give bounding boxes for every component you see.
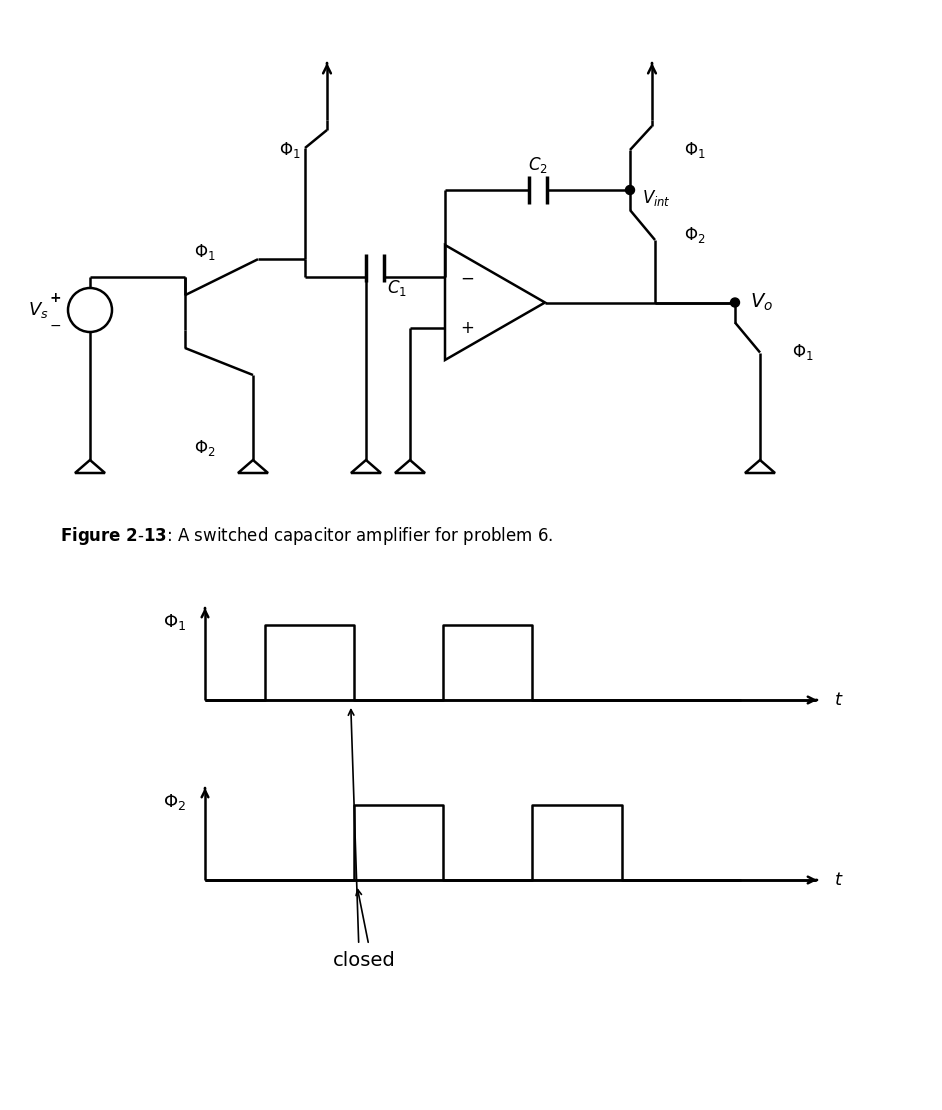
Text: t: t	[835, 871, 841, 889]
Text: $\Phi_1$: $\Phi_1$	[684, 140, 706, 160]
Circle shape	[625, 185, 635, 194]
Text: $\Phi_1$: $\Phi_1$	[163, 612, 187, 632]
Text: +: +	[49, 291, 61, 305]
Text: $+$: $+$	[460, 319, 474, 336]
Text: closed: closed	[333, 950, 395, 969]
Text: $V_o$: $V_o$	[750, 292, 773, 313]
Text: $V_{int}$: $V_{int}$	[642, 188, 671, 208]
Text: $C_1$: $C_1$	[387, 279, 407, 299]
Text: $\mathbf{Figure\ 2\text{-}13}$: A switched capacitor amplifier for problem 6.: $\mathbf{Figure\ 2\text{-}13}$: A switch…	[60, 525, 553, 547]
Text: $\Phi_1$: $\Phi_1$	[194, 242, 216, 262]
Text: $\Phi_2$: $\Phi_2$	[164, 793, 187, 813]
Text: $\Phi_2$: $\Phi_2$	[684, 225, 706, 245]
Text: $C_2$: $C_2$	[528, 155, 547, 175]
Text: $-$: $-$	[460, 269, 474, 286]
Text: $\Phi_2$: $\Phi_2$	[194, 438, 216, 458]
Circle shape	[730, 297, 739, 307]
Text: $\Phi_1$: $\Phi_1$	[279, 140, 300, 160]
Text: t: t	[835, 692, 841, 709]
Text: $-$: $-$	[49, 317, 61, 332]
Text: $\Phi_1$: $\Phi_1$	[792, 343, 814, 363]
Text: $V_s$: $V_s$	[27, 300, 48, 320]
